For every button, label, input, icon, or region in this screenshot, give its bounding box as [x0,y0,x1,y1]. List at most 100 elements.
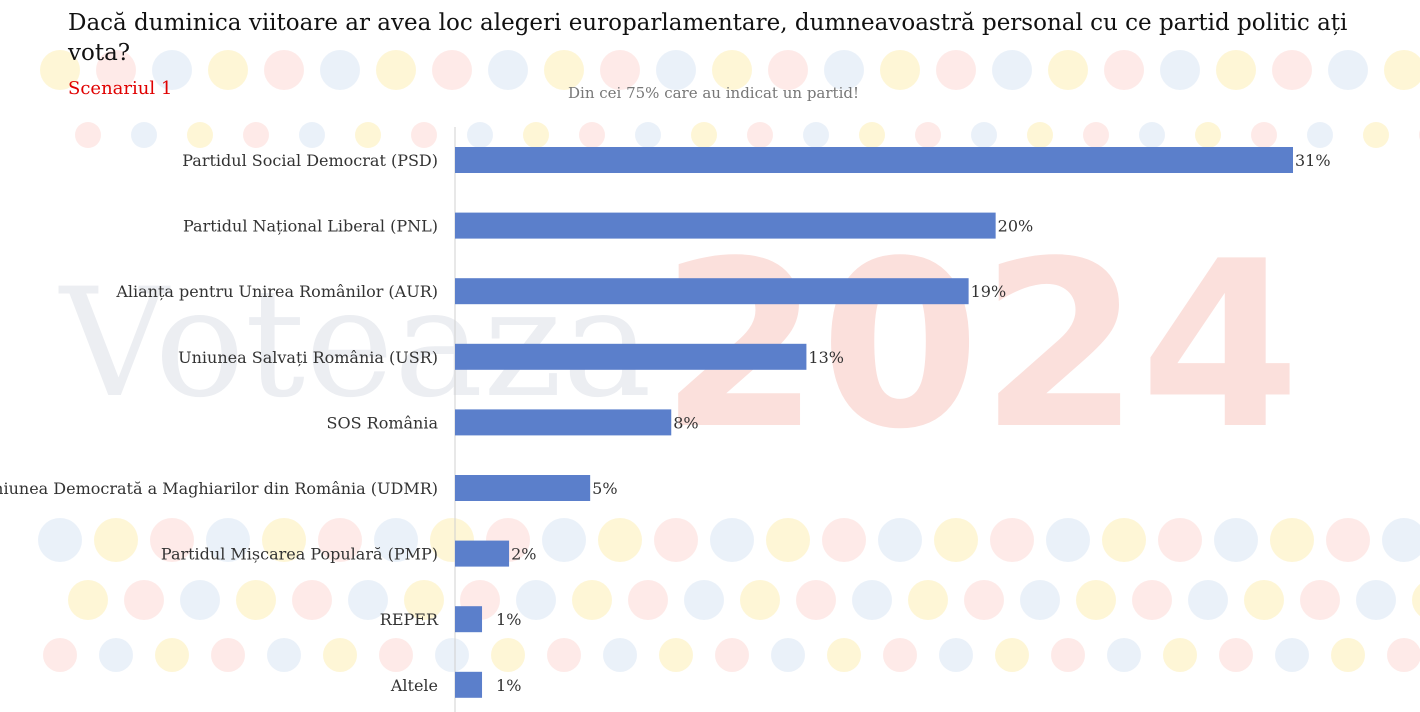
background-dot [603,638,637,672]
background-dot [1412,584,1420,616]
background-dot [934,518,978,562]
background-dot [971,122,997,148]
background-dot [1331,638,1365,672]
bar [455,343,807,370]
background-dot [598,518,642,562]
background-dot [768,50,808,90]
background-dot [1326,518,1370,562]
background-dot [1102,518,1146,562]
background-dot [211,638,245,672]
background-dot [852,580,892,620]
background-dot [579,122,605,148]
category-label: Partidul Social Democrat (PSD) [182,151,438,170]
value-label: 1% [496,610,521,629]
background-dot [1027,122,1053,148]
background-dot [1158,518,1202,562]
background-dot [880,50,920,90]
background-dot [379,638,413,672]
background-dot [432,50,472,90]
background-dot [915,122,941,148]
background-dot [990,518,1034,562]
category-label: REPER [380,610,439,629]
background-dot [1214,518,1258,562]
category-label: SOS România [327,413,439,432]
background-dot [523,122,549,148]
background-dot [348,580,388,620]
background-dot [206,518,250,562]
background-dot [654,518,698,562]
background-dot [292,580,332,620]
background-dot [1272,50,1312,90]
background-dot [1300,580,1340,620]
background-dot [299,122,325,148]
category-label: Alianța pentru Unirea Românilor (AUR) [115,282,438,301]
background-dot [1363,122,1389,148]
background-dot [1384,50,1420,90]
background-dot [1275,638,1309,672]
background-dot [124,580,164,620]
background-dot [323,638,357,672]
bar [455,278,969,305]
background-dot [355,122,381,148]
background-dot [1160,50,1200,90]
background-dot [43,638,77,672]
background-dot [187,122,213,148]
background-dot [68,580,108,620]
value-label: 13% [808,348,844,367]
background-dot [1051,638,1085,672]
value-label: 5% [592,479,617,498]
bar [455,540,510,567]
background-dot [488,50,528,90]
background-dot [1188,580,1228,620]
background-dot [411,122,437,148]
background-dot [827,638,861,672]
bar [455,147,1293,173]
background-dot [824,50,864,90]
background-dot [491,638,525,672]
background-dot [404,580,444,620]
background-dot [180,580,220,620]
value-label: 19% [971,282,1007,301]
scenario-label: Scenariul 1 [68,78,173,99]
background-dot [1139,122,1165,148]
background-dot [747,122,773,148]
background-dot [859,122,885,148]
background-dot [656,50,696,90]
value-label: 8% [673,413,698,432]
background-dot [878,518,922,562]
background-dot [1270,518,1314,562]
background-dot [572,580,612,620]
background-dot [318,518,362,562]
background-dot [1251,122,1277,148]
background-dot [243,122,269,148]
category-label: Altele [390,676,438,695]
background-dot [1076,580,1116,620]
background-dot [1046,518,1090,562]
background-dot [995,638,1029,672]
value-label: 20% [998,217,1034,236]
background-dot [542,518,586,562]
background-dot [208,50,248,90]
background-dot [691,122,717,148]
background-dot [796,580,836,620]
category-label: Partidul Național Liberal (PNL) [183,217,438,236]
background-dot [715,638,749,672]
background-dot [1219,638,1253,672]
background-dot [883,638,917,672]
background-dot [1244,580,1284,620]
background-dot [374,518,418,562]
background-dot [635,122,661,148]
category-label: Uniunea Democrată a Maghiarilor din Româ… [0,479,438,498]
background-dot [712,50,752,90]
background-dot [684,580,724,620]
background-dot [267,638,301,672]
background-dot [1356,580,1396,620]
background-dot [771,638,805,672]
background-dot [1216,50,1256,90]
background-dot [939,638,973,672]
background-dot [1163,638,1197,672]
background-dot [1382,518,1420,562]
background-dot [992,50,1032,90]
background-dot [628,580,668,620]
background-dot [544,50,584,90]
